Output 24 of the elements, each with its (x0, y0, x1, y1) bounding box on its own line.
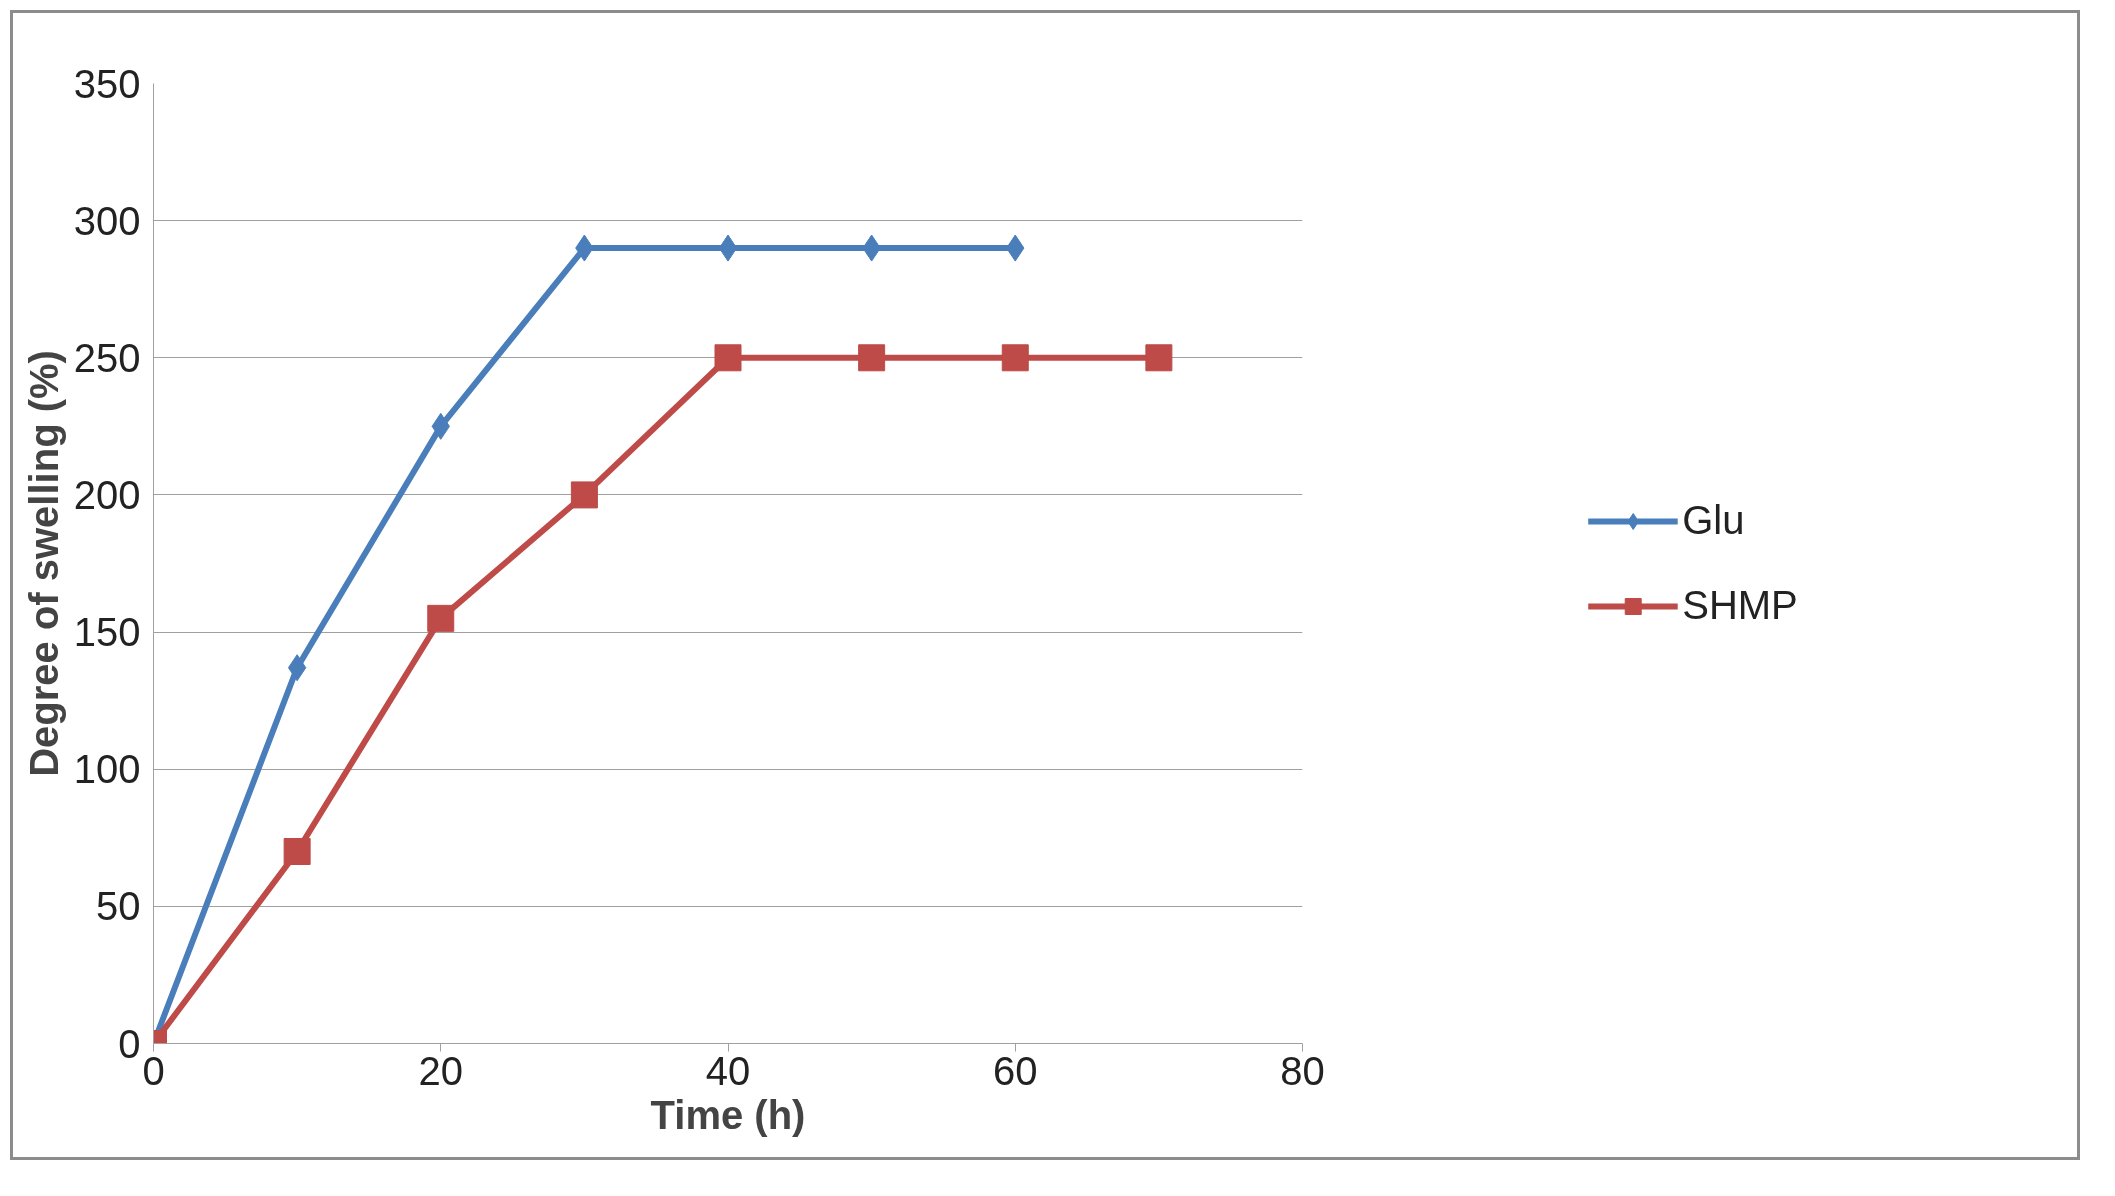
legend-label: SHMP (1682, 583, 1798, 628)
y-tick-label: 50 (96, 884, 141, 929)
point (283, 838, 311, 865)
point (570, 481, 598, 509)
x-tick-label: 20 (418, 1048, 463, 1093)
x-tick-label: 80 (1280, 1048, 1325, 1093)
y-tick-label: 350 (73, 61, 141, 106)
point (1001, 344, 1029, 372)
legend-label: Glu (1682, 498, 1745, 543)
point (1145, 344, 1173, 372)
y-tick-label: 150 (73, 610, 141, 655)
y-tick-label: 100 (73, 747, 141, 792)
x-axis-title: Time (h) (650, 1092, 806, 1137)
y-tick-label: 300 (73, 198, 141, 243)
point (427, 604, 455, 632)
point (858, 344, 886, 372)
y-axis-title: Degree of swelling (%) (21, 350, 66, 777)
x-tick-label: 60 (993, 1048, 1038, 1093)
point (287, 654, 307, 682)
y-tick-label: 250 (73, 335, 141, 380)
point (714, 344, 742, 372)
x-tick-label: 40 (705, 1048, 751, 1093)
point (718, 234, 738, 262)
y-tick-label: 200 (73, 472, 141, 517)
